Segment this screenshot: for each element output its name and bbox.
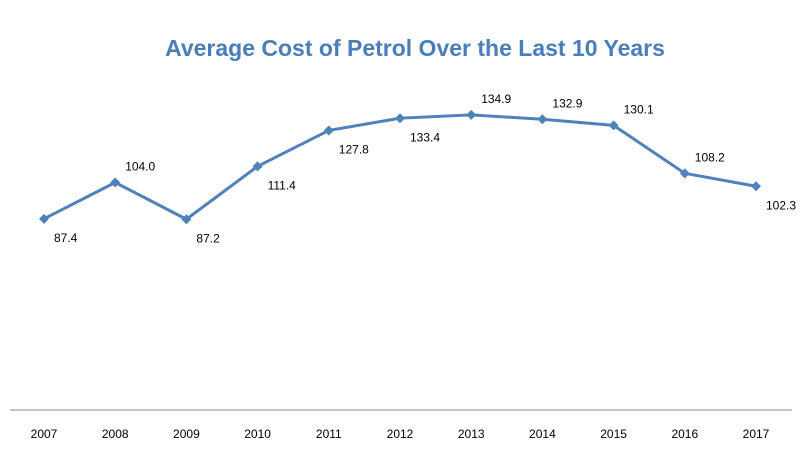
- x-tick-label: 2013: [458, 427, 485, 441]
- data-label: 130.1: [624, 103, 654, 117]
- data-point: [110, 177, 121, 188]
- data-label: 133.4: [410, 130, 440, 144]
- data-point: [751, 181, 761, 192]
- chart-title: Average Cost of Petrol Over the Last 10 …: [165, 35, 665, 61]
- x-tick-label: 2016: [671, 427, 698, 441]
- x-tick-label: 2010: [244, 427, 271, 441]
- x-tick-label: 2009: [173, 427, 200, 441]
- data-point: [181, 214, 192, 225]
- data-point: [466, 109, 477, 120]
- data-label: 87.4: [54, 231, 78, 245]
- data-point: [395, 113, 405, 124]
- data-point: [323, 125, 334, 136]
- data-label: 111.4: [268, 178, 297, 192]
- data-point: [537, 114, 548, 125]
- x-tick-label: 2007: [31, 427, 58, 441]
- data-label: 104.0: [125, 160, 155, 174]
- x-tick-label: 2012: [387, 427, 414, 441]
- data-label: 127.8: [339, 143, 369, 157]
- x-tick-label: 2015: [600, 427, 627, 441]
- data-label: 87.2: [196, 231, 220, 245]
- data-label: 132.9: [552, 96, 582, 110]
- x-tick-label: 2011: [316, 427, 342, 441]
- data-point: [252, 161, 263, 172]
- x-tick-label: 2014: [529, 427, 556, 441]
- x-tick-label: 2008: [102, 427, 129, 441]
- data-label: 108.2: [695, 150, 725, 164]
- data-point: [39, 213, 49, 224]
- data-label: 134.9: [481, 92, 511, 106]
- x-tick-label: 2017: [743, 427, 770, 441]
- data-label: 102.3: [766, 198, 796, 212]
- data-point: [679, 168, 690, 179]
- data-point: [608, 120, 619, 131]
